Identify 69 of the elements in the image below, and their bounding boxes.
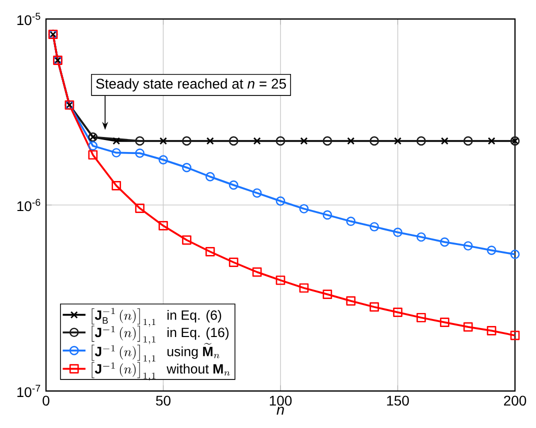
y-tick-label: 10$^{-6}$ <box>17 198 40 212</box>
annotation: Steady state reached at n = 25 <box>96 78 286 92</box>
point <box>463 241 473 251</box>
point <box>252 188 262 198</box>
point <box>488 137 496 145</box>
point <box>440 237 450 247</box>
point <box>370 222 379 232</box>
point <box>300 137 308 145</box>
point <box>112 181 122 190</box>
point <box>276 136 286 146</box>
point <box>416 136 426 146</box>
legend-label: $\left[\mathbf{J}_{\mathrm{B}}^{-1}\left(n\right)\right]_{1,1}\ \ \mbox{in Eq. (6)}$ <box>92 308 222 327</box>
point <box>510 250 520 260</box>
point <box>160 137 168 145</box>
point <box>205 247 215 256</box>
x-tick-label: 200 <box>504 396 526 406</box>
point <box>347 137 355 145</box>
point <box>322 290 332 299</box>
point <box>346 216 356 226</box>
point <box>486 326 496 336</box>
point <box>370 302 379 312</box>
point <box>158 221 168 230</box>
point <box>486 246 496 255</box>
point <box>252 267 262 277</box>
point <box>135 136 144 146</box>
point <box>276 196 286 206</box>
point <box>299 283 309 293</box>
point <box>463 136 473 146</box>
x-axis-title: n <box>276 406 284 415</box>
point <box>253 137 261 145</box>
point <box>205 172 215 182</box>
x-tick-label: 50 <box>156 396 170 406</box>
point <box>88 141 98 151</box>
y-tick-label: 10$^{-7}$ <box>17 384 40 398</box>
point <box>299 204 309 214</box>
point <box>370 136 379 146</box>
point <box>463 322 473 332</box>
point <box>276 276 286 285</box>
y-tick-label: 10$^{-5}$ <box>17 12 40 26</box>
point <box>393 228 402 238</box>
legend-label: $\left[\mathbf{J}^{-1}\left(n\right)\right]_{1,1}\ \ \mbox{without }\mathbf{M}_n$ <box>92 362 230 381</box>
point <box>112 137 120 145</box>
point <box>228 258 238 267</box>
point <box>182 235 192 245</box>
point <box>346 296 356 306</box>
legend-label: $\left[\mathbf{J}^{-1}\left(n\right)\right]_{1,1}\ \ \mbox{using }\widetilde{\mathbf{M}}_n$ <box>92 343 220 364</box>
point <box>510 330 520 340</box>
point <box>135 148 144 158</box>
x-tick-label: 100 <box>270 396 292 406</box>
point <box>393 308 402 317</box>
x-tick-label: 150 <box>387 396 409 406</box>
point <box>440 137 448 145</box>
point <box>112 148 122 158</box>
point <box>135 204 144 213</box>
point <box>182 162 192 172</box>
point <box>206 137 214 145</box>
point <box>416 312 426 322</box>
x-tick-label: 0 <box>42 396 50 406</box>
point <box>394 137 402 145</box>
point <box>228 180 238 190</box>
point <box>88 150 98 160</box>
point <box>322 210 332 220</box>
point <box>228 136 238 146</box>
legend-label: $\left[\mathbf{J}^{-1}\left(n\right)\right]_{1,1}\ \ \mbox{in Eq. (16)}$ <box>92 326 229 344</box>
point <box>416 232 426 242</box>
point <box>322 136 332 146</box>
point <box>182 136 192 146</box>
point <box>158 155 168 164</box>
point <box>440 318 450 327</box>
